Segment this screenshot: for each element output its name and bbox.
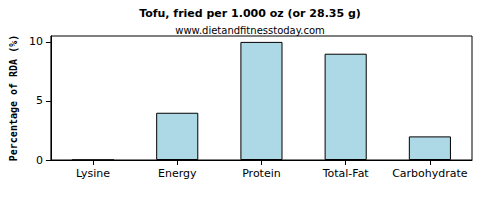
- svg-text:Percentage of RDA (%): Percentage of RDA (%): [8, 35, 19, 161]
- svg-text:5: 5: [36, 94, 43, 107]
- svg-text:Total-Fat: Total-Fat: [322, 167, 370, 180]
- svg-text:0: 0: [36, 154, 43, 167]
- svg-text:Carbohydrate: Carbohydrate: [392, 167, 468, 180]
- svg-text:10: 10: [29, 35, 43, 48]
- svg-text:Tofu, fried per 1.000 oz (or 2: Tofu, fried per 1.000 oz (or 28.35 g): [139, 7, 361, 20]
- svg-text:Lysine: Lysine: [76, 167, 110, 180]
- svg-text:Energy: Energy: [158, 167, 197, 180]
- svg-text:www.dietandfitnesstoday.com: www.dietandfitnesstoday.com: [175, 25, 324, 36]
- svg-text:Protein: Protein: [242, 167, 281, 180]
